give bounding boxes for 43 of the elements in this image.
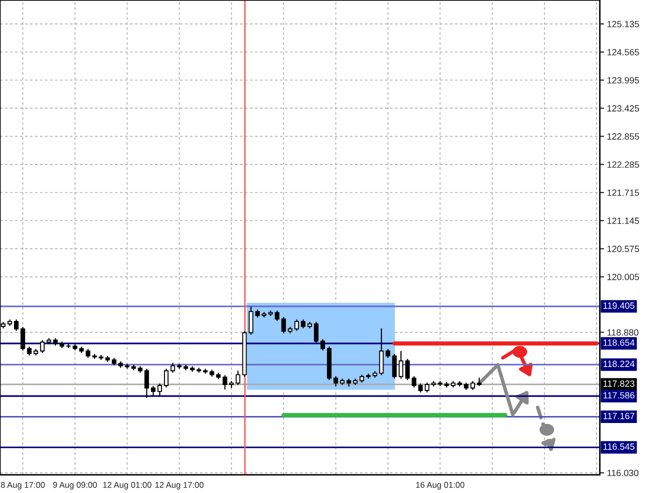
- y-tick-label: 122.285: [607, 161, 640, 168]
- candlestick: [170, 362, 176, 374]
- y-tick-label: 118.880: [607, 329, 638, 336]
- candlestick: [314, 321, 318, 344]
- y-tick-label: 123.425: [607, 105, 640, 112]
- y-tick-label: 122.855: [607, 133, 640, 140]
- ref-line-label: 116.545: [604, 443, 634, 450]
- x-tick-label: 9 Aug 09:00: [53, 482, 97, 490]
- y-tick-label: 120.005: [607, 274, 640, 280]
- y-tick-label: 123.995: [607, 77, 640, 84]
- candlestick: [40, 340, 45, 354]
- candlestick: [157, 383, 162, 397]
- candlestick: [144, 368, 149, 398]
- candlestick: [222, 374, 228, 390]
- candlestick: [274, 310, 280, 322]
- ref-line-label: 118.224: [604, 360, 635, 368]
- candlestick: [150, 385, 156, 397]
- ref-line-label: 117.823: [604, 380, 634, 387]
- candlestick: [294, 318, 299, 332]
- ref-line-label: 117.586: [604, 392, 634, 398]
- ref-line-label: 117.167: [604, 412, 634, 420]
- x-tick-label: 16 Aug 01:00: [416, 482, 464, 490]
- ref-line-label: 118.654: [604, 339, 635, 346]
- candlestick: [320, 338, 326, 352]
- y-tick-label: 124.565: [607, 48, 640, 56]
- candlestick: [476, 377, 482, 387]
- ref-line-label: 119.405: [604, 302, 634, 309]
- candlestick: [379, 328, 384, 376]
- x-tick-label: 12 Aug 17:00: [155, 482, 204, 490]
- y-tick-label: 125.135: [607, 20, 640, 28]
- candlestick: [14, 318, 19, 332]
- candlestick: [20, 326, 26, 352]
- y-tick-label: 121.145: [607, 218, 640, 224]
- y-tick-label: 116.030: [607, 470, 638, 476]
- x-tick-label: 8 Aug 17:00: [0, 482, 45, 490]
- y-tick-label: 121.715: [607, 189, 640, 196]
- candlestick: [424, 382, 430, 393]
- candlestick: [333, 376, 338, 388]
- candlestick: [392, 353, 397, 380]
- y-tick-label: 120.575: [607, 246, 640, 252]
- candlestick: [281, 316, 286, 334]
- x-tick-label: 12 Aug 01:00: [103, 482, 152, 490]
- candlestick: [164, 368, 169, 388]
